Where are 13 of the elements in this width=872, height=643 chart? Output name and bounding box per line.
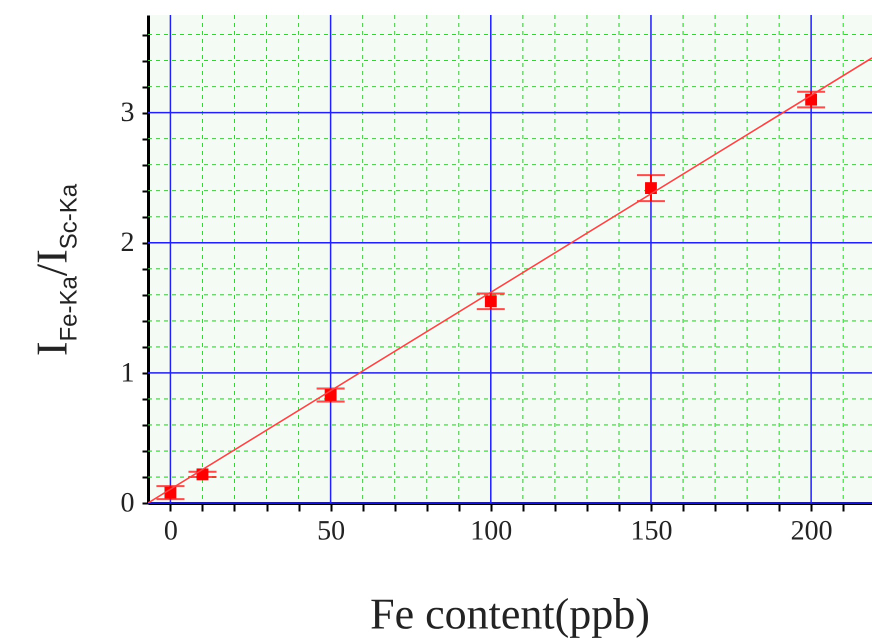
- x-tick-label: 150: [630, 516, 672, 546]
- x-tick-label: 200: [790, 516, 833, 546]
- point: [196, 468, 208, 480]
- y-tick-label: 2: [120, 227, 134, 258]
- y-tick-label: 0: [120, 488, 134, 518]
- x-tick-label: 0: [164, 516, 178, 546]
- x-tick-label: 50: [317, 516, 346, 546]
- y-tick-label: 3: [120, 97, 134, 128]
- x-axis-title: Fe content(ppb): [370, 588, 650, 640]
- point: [645, 182, 657, 194]
- y-tick-label: 1: [120, 357, 134, 388]
- x-tick-label: 100: [470, 516, 512, 546]
- point: [484, 295, 497, 308]
